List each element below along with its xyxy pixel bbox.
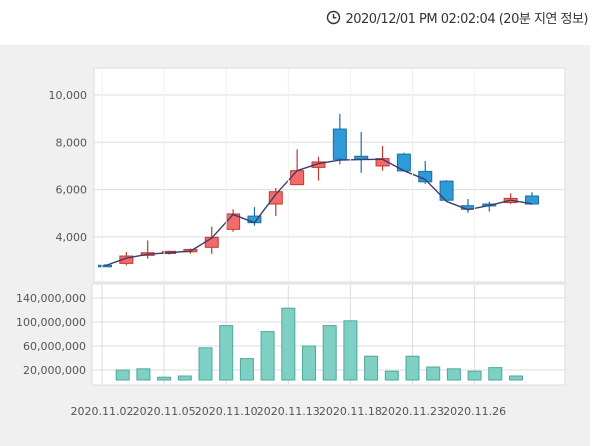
price-tick-label: 8,000 (56, 136, 88, 149)
volume-bar (219, 325, 234, 381)
volume-tick-label: 20,000,000 (23, 364, 86, 377)
moving-average-line (104, 158, 533, 267)
timestamp: 2020/12/01 PM 02:02:04 (20분 지연 정보) (345, 12, 588, 27)
candle-body (332, 128, 347, 160)
volume-bar (157, 376, 172, 381)
candle-body (268, 191, 283, 205)
candle-body (311, 161, 326, 168)
volume-bar (136, 368, 151, 381)
volume-bar (446, 368, 461, 381)
price-tick-label: 10,000 (49, 89, 88, 102)
volume-tick-label: 60,000,000 (23, 340, 86, 353)
volume-bar (426, 366, 441, 381)
volume-bar (467, 370, 482, 381)
date-tick-label: 2020.11.10 (195, 405, 258, 418)
price-tick-label: 6,000 (56, 184, 88, 197)
volume-bar (364, 355, 379, 381)
date-tick-label: 2020.11.02 (71, 405, 134, 418)
volume-bar (115, 369, 130, 381)
volume-bar (384, 370, 399, 381)
volume-bar (239, 358, 254, 381)
volume-bar (281, 307, 296, 381)
date-tick-label: 2020.11.05 (133, 405, 196, 418)
candle-body (525, 195, 539, 205)
date-tick-label: 2020.11.18 (319, 405, 382, 418)
volume-bar (488, 367, 503, 381)
price-plot-area (93, 67, 566, 283)
date-tick-label: 2020.11.26 (443, 405, 506, 418)
volume-bar (302, 345, 316, 381)
date-tick-label: 2020.11.23 (381, 405, 444, 418)
volume-bar (322, 325, 337, 381)
timestamp-header: 2020/12/01 PM 02:02:04 (20분 지연 정보) (326, 8, 588, 27)
volume-bar (260, 331, 275, 381)
volume-tick-label: 140,000,000 (16, 292, 86, 305)
date-tick-label: 2020.11.13 (257, 405, 320, 418)
candle-body (439, 180, 454, 201)
volume-bar (198, 347, 213, 381)
clock-icon (327, 10, 341, 25)
price-tick-label: 4,000 (56, 231, 88, 244)
candle-body (290, 170, 305, 186)
volume-tick-label: 100,000,000 (16, 316, 86, 329)
volume-bar (509, 375, 523, 381)
volume-bar (405, 355, 420, 381)
candle-body (119, 255, 134, 264)
volume-bar (343, 320, 358, 381)
volume-bar (177, 375, 192, 381)
